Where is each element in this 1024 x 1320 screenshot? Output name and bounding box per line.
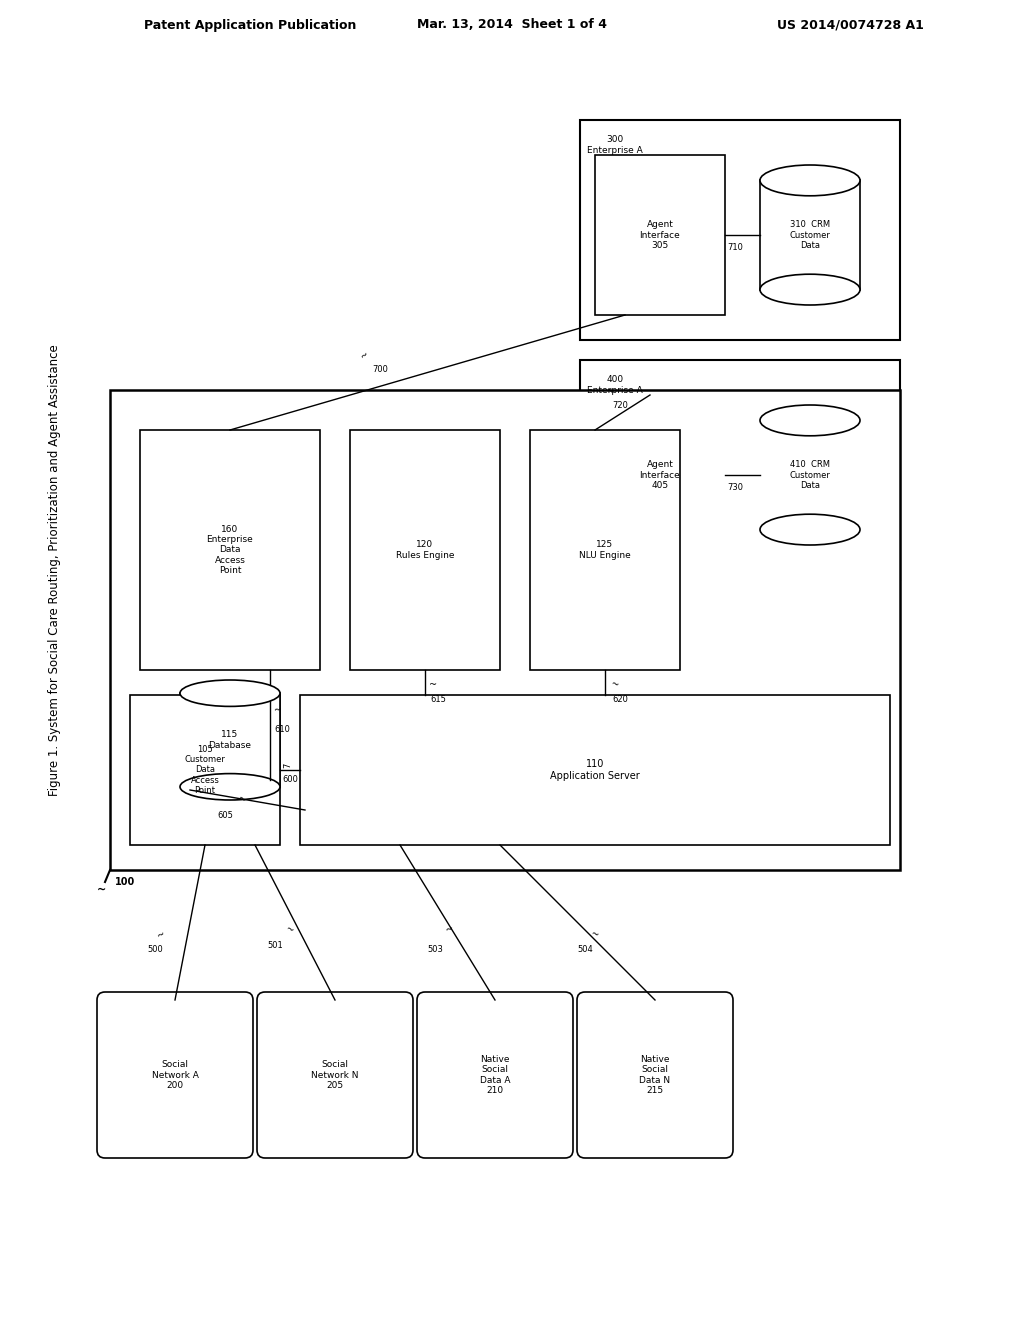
Text: ~: ~ (429, 680, 437, 690)
Text: ~: ~ (358, 348, 372, 362)
Text: 720: 720 (612, 400, 628, 409)
Text: 7: 7 (284, 763, 293, 768)
Bar (580, 360, 900, 579)
Text: ~: ~ (609, 678, 621, 690)
Bar (760, 181, 860, 289)
Bar (530, 430, 680, 671)
Text: 105
Customer
Data
Access
Point: 105 Customer Data Access Point (184, 744, 225, 795)
Text: 400
Enterprise A: 400 Enterprise A (587, 375, 643, 395)
FancyBboxPatch shape (417, 993, 573, 1158)
Bar (595, 395, 725, 554)
Bar (181, 681, 279, 708)
Bar (761, 166, 859, 197)
Text: 115
Database: 115 Database (209, 730, 252, 750)
Bar (300, 696, 890, 845)
Ellipse shape (180, 774, 280, 800)
FancyBboxPatch shape (577, 993, 733, 1158)
Ellipse shape (760, 515, 860, 545)
Text: 600: 600 (282, 776, 298, 784)
Text: Patent Application Publication: Patent Application Publication (143, 18, 356, 32)
Ellipse shape (180, 680, 280, 706)
Text: 300
Enterprise A: 300 Enterprise A (587, 135, 643, 154)
Text: Social
Network A
200: Social Network A 200 (152, 1060, 199, 1090)
Text: ~: ~ (236, 793, 248, 807)
Text: ~: ~ (444, 924, 456, 936)
Bar (180, 693, 280, 787)
Text: 500: 500 (147, 945, 163, 954)
Text: Figure 1. System for Social Care Routing, Prioritization and Agent Assistance: Figure 1. System for Social Care Routing… (48, 345, 61, 796)
Text: 605: 605 (217, 810, 232, 820)
Text: ~: ~ (604, 385, 616, 399)
Text: 503: 503 (427, 945, 443, 954)
Bar (140, 430, 319, 671)
Text: 410  CRM
Customer
Data: 410 CRM Customer Data (790, 461, 830, 490)
Text: 620: 620 (612, 696, 628, 705)
Bar (761, 407, 859, 437)
Bar (130, 696, 280, 845)
Text: 710: 710 (727, 243, 743, 252)
Bar (595, 154, 725, 315)
FancyBboxPatch shape (97, 993, 253, 1158)
Ellipse shape (760, 405, 860, 436)
Ellipse shape (760, 165, 860, 195)
Text: 120
Rules Engine: 120 Rules Engine (395, 540, 455, 560)
Text: Agent
Interface
405: Agent Interface 405 (640, 461, 680, 490)
Text: 110
Application Server: 110 Application Server (550, 759, 640, 781)
Text: US 2014/0074728 A1: US 2014/0074728 A1 (776, 18, 924, 32)
Text: ~: ~ (273, 705, 283, 715)
Text: 504: 504 (578, 945, 593, 954)
Text: 160
Enterprise
Data
Access
Point: 160 Enterprise Data Access Point (207, 525, 253, 576)
Text: Native
Social
Data A
210: Native Social Data A 210 (480, 1055, 510, 1096)
Bar (580, 120, 900, 341)
Bar (760, 420, 860, 529)
Text: ~: ~ (285, 924, 296, 936)
Text: ~: ~ (156, 929, 168, 941)
Text: 100: 100 (115, 876, 135, 887)
Ellipse shape (760, 275, 860, 305)
Text: 310  CRM
Customer
Data: 310 CRM Customer Data (790, 220, 830, 249)
Text: 125
NLU Engine: 125 NLU Engine (580, 540, 631, 560)
Text: Native
Social
Data N
215: Native Social Data N 215 (639, 1055, 671, 1096)
Text: 610: 610 (274, 726, 290, 734)
Text: Social
Network N
205: Social Network N 205 (311, 1060, 358, 1090)
Text: 615: 615 (430, 696, 445, 705)
Text: ~: ~ (97, 884, 106, 895)
Bar (350, 430, 500, 671)
Text: 700: 700 (372, 366, 388, 375)
Text: 501: 501 (267, 940, 283, 949)
Text: Mar. 13, 2014  Sheet 1 of 4: Mar. 13, 2014 Sheet 1 of 4 (417, 18, 607, 32)
Bar (110, 389, 900, 870)
FancyBboxPatch shape (257, 993, 413, 1158)
Text: ~: ~ (590, 929, 600, 941)
Text: Agent
Interface
305: Agent Interface 305 (640, 220, 680, 249)
Text: 730: 730 (727, 483, 743, 492)
